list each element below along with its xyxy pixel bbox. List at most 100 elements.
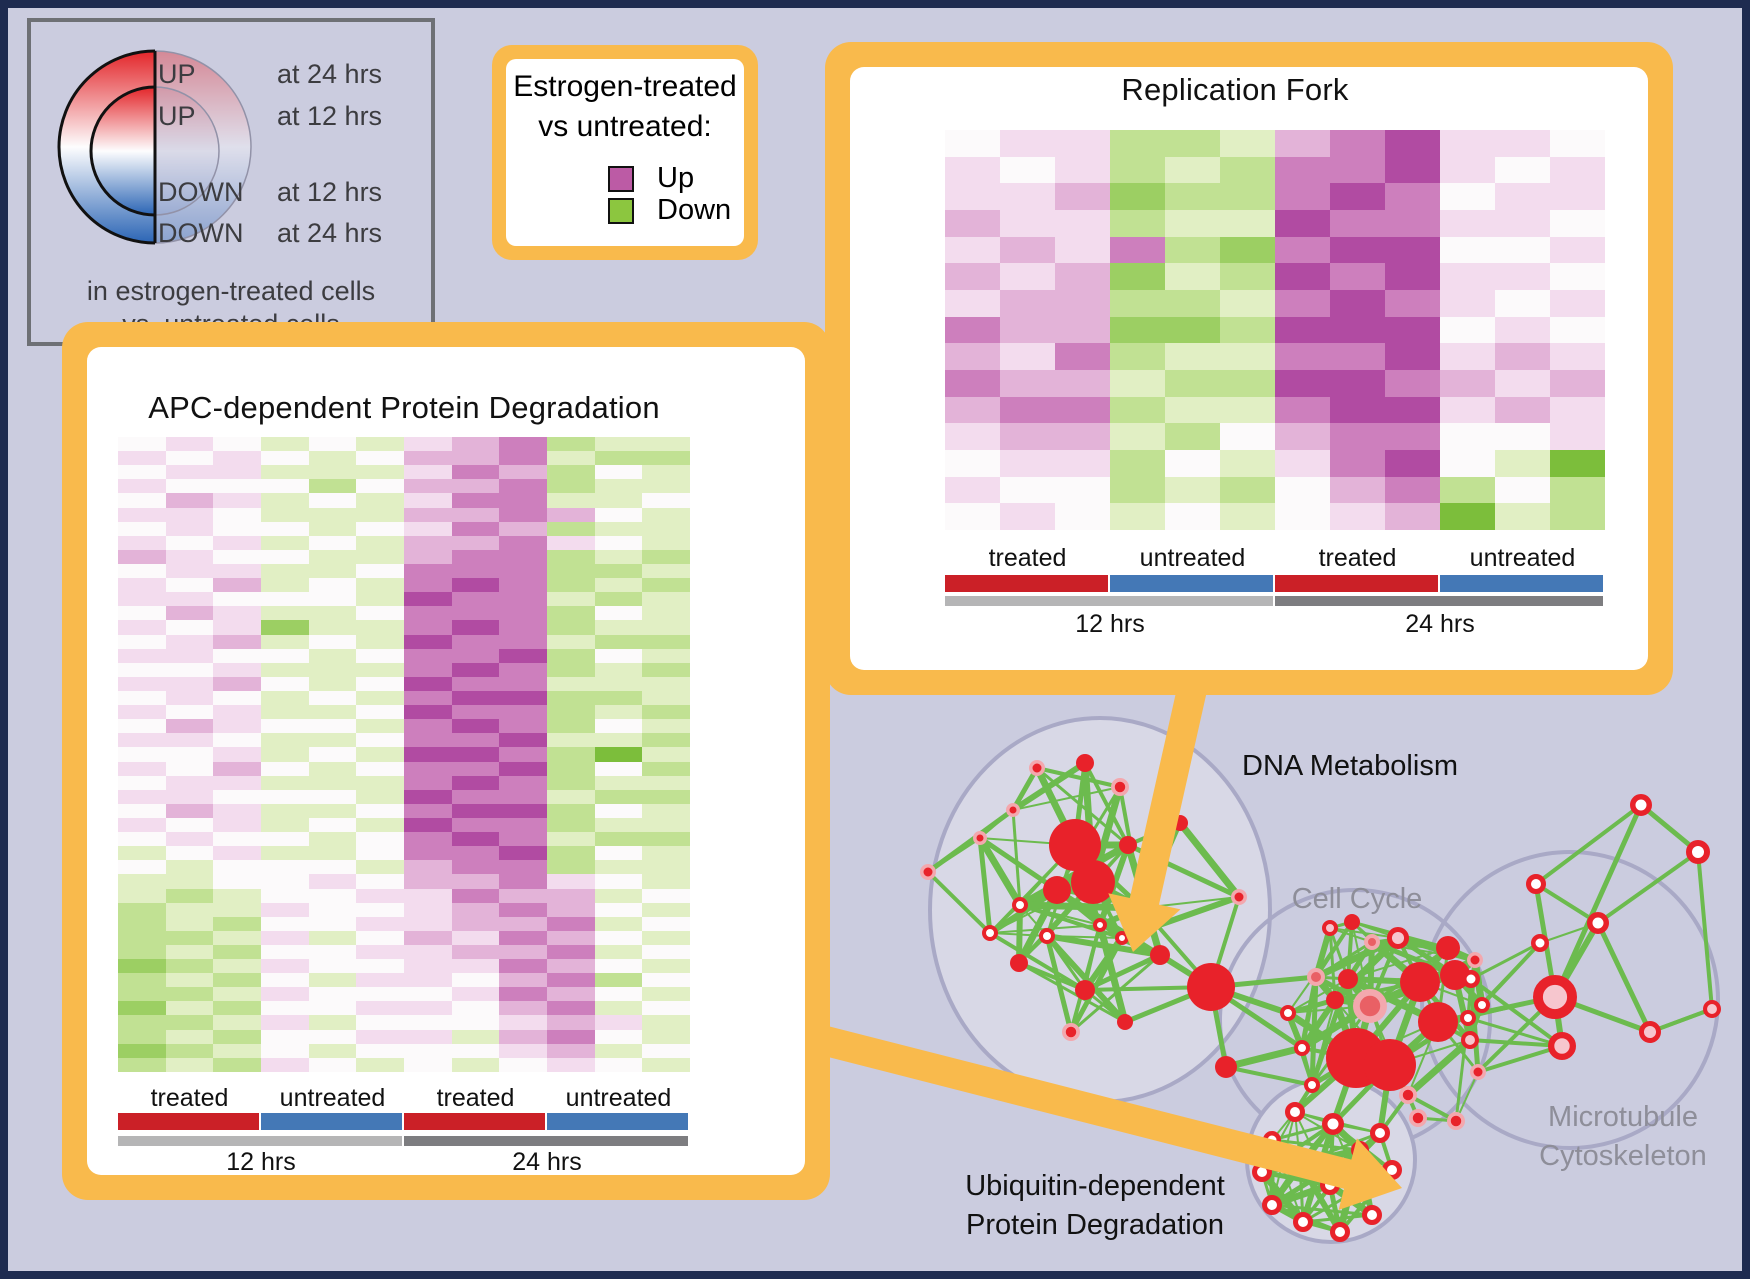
heatmap-cell xyxy=(261,451,309,466)
heatmap-cell xyxy=(308,1001,357,1016)
heatmap-cell xyxy=(1440,450,1495,477)
heatmap-row xyxy=(945,263,1605,291)
heatmap-cell xyxy=(1110,476,1165,504)
heatmap-cell xyxy=(213,1015,262,1030)
heatmap-cell xyxy=(1550,236,1605,264)
heatmap-cell xyxy=(165,719,214,734)
heatmap-cell xyxy=(451,916,500,931)
heatmap-cell xyxy=(261,747,309,762)
heatmap-cell xyxy=(1330,343,1385,371)
heatmap-cell xyxy=(1165,343,1220,371)
heatmap-cell xyxy=(1165,236,1220,264)
heatmap-cell xyxy=(404,1029,452,1044)
gene-node-p xyxy=(1322,920,1338,936)
heatmap-cell xyxy=(499,973,548,988)
heatmap-cell xyxy=(1275,343,1330,371)
heatmap-cell xyxy=(1055,370,1110,397)
heatmap-cell xyxy=(642,916,691,931)
heatmap-cell xyxy=(261,944,309,960)
heatmap-cell xyxy=(118,803,166,818)
heatmap-cell xyxy=(356,987,405,1002)
heatmap-cell xyxy=(308,1015,357,1030)
heatmap-cell xyxy=(547,479,595,494)
heatmap-cell xyxy=(308,719,357,734)
heatmap-cell xyxy=(451,1001,500,1016)
heatmap-cell xyxy=(308,451,357,466)
heatmap-cell xyxy=(213,803,262,818)
heatmap-cell xyxy=(499,944,548,960)
heatmap-cell xyxy=(213,902,262,917)
heatmap-cell xyxy=(1550,210,1605,237)
heatmap-row xyxy=(118,690,691,706)
heatmap-cell xyxy=(261,620,309,635)
gene-node-h xyxy=(973,831,987,845)
heatmap-cell xyxy=(1165,316,1220,344)
rf-group-label-treated: treated xyxy=(1318,544,1397,572)
heatmap-cell xyxy=(642,620,691,635)
heatmap-cell xyxy=(642,578,691,593)
heatmap-cell xyxy=(1385,183,1440,211)
heatmap-cell xyxy=(499,620,548,635)
heatmap-cell xyxy=(165,930,214,945)
heatmap-row xyxy=(945,450,1605,477)
heatmap-cell xyxy=(1385,503,1440,531)
edge xyxy=(1035,766,1130,847)
heatmap-cell xyxy=(499,549,548,564)
heatmap-cell xyxy=(451,719,500,734)
timepoint-label: at 12 hrs xyxy=(277,101,383,131)
heatmap-cell xyxy=(308,860,357,875)
heatmap-cell xyxy=(261,916,309,931)
heatmap-cell xyxy=(451,451,500,466)
heatmap-cell xyxy=(118,719,166,734)
heatmap-cell xyxy=(1220,450,1275,477)
heatmap-cell xyxy=(1055,396,1110,424)
heatmap-cell xyxy=(1055,290,1110,317)
heatmap-cell xyxy=(642,803,691,818)
heatmap-cell xyxy=(1220,476,1275,504)
heatmap-cell xyxy=(547,987,595,1002)
heatmap-cell xyxy=(165,676,214,691)
heatmap-cell xyxy=(165,789,214,804)
heatmap-cell xyxy=(594,959,643,974)
heatmap-cell xyxy=(499,846,548,861)
heatmap-cell xyxy=(308,606,357,621)
heatmap-cell xyxy=(1220,210,1275,237)
heatmap-cell xyxy=(1385,156,1440,184)
heatmap-cell xyxy=(499,592,548,607)
heatmap-cell xyxy=(547,761,595,776)
gene-node-w xyxy=(1370,1123,1390,1143)
edge-bridge xyxy=(1224,1046,1304,1069)
heatmap-cell xyxy=(499,817,548,833)
direction-label: DOWN xyxy=(158,218,244,248)
heatmap-cell xyxy=(118,860,166,875)
heatmap-cell xyxy=(213,493,262,508)
heatmap-cell xyxy=(213,606,262,621)
heatmap-cell xyxy=(1330,316,1385,344)
heatmap-cell xyxy=(945,503,1000,531)
heatmap-cell xyxy=(451,1057,500,1072)
gene-node-w xyxy=(1686,840,1710,864)
heatmap-cell xyxy=(308,437,357,452)
heatmap-cell xyxy=(261,959,309,974)
heatmap-cell xyxy=(118,437,166,452)
gene-node-s xyxy=(1436,936,1460,960)
heatmap-cell xyxy=(118,578,166,593)
gene-node-h xyxy=(1467,952,1483,968)
heatmap-cell xyxy=(451,1043,500,1058)
heatmap-cell xyxy=(404,789,452,804)
heatmap-cell xyxy=(594,1029,643,1044)
heatmap-cell xyxy=(594,930,643,945)
heatmap-cell xyxy=(308,549,357,564)
heatmap-cell xyxy=(356,832,405,847)
heatmap-cell xyxy=(642,817,691,833)
heatmap-cell xyxy=(1385,450,1440,477)
heatmap-cell xyxy=(499,1057,548,1072)
heatmap-cell xyxy=(499,578,548,593)
heatmap-row xyxy=(118,549,691,564)
heatmap-cell xyxy=(261,465,309,480)
heatmap-cell xyxy=(356,451,405,466)
heatmap-cell xyxy=(642,874,691,889)
heatmap-cell xyxy=(499,521,548,536)
heatmap-cell xyxy=(308,676,357,691)
heatmap-cell xyxy=(118,930,166,945)
